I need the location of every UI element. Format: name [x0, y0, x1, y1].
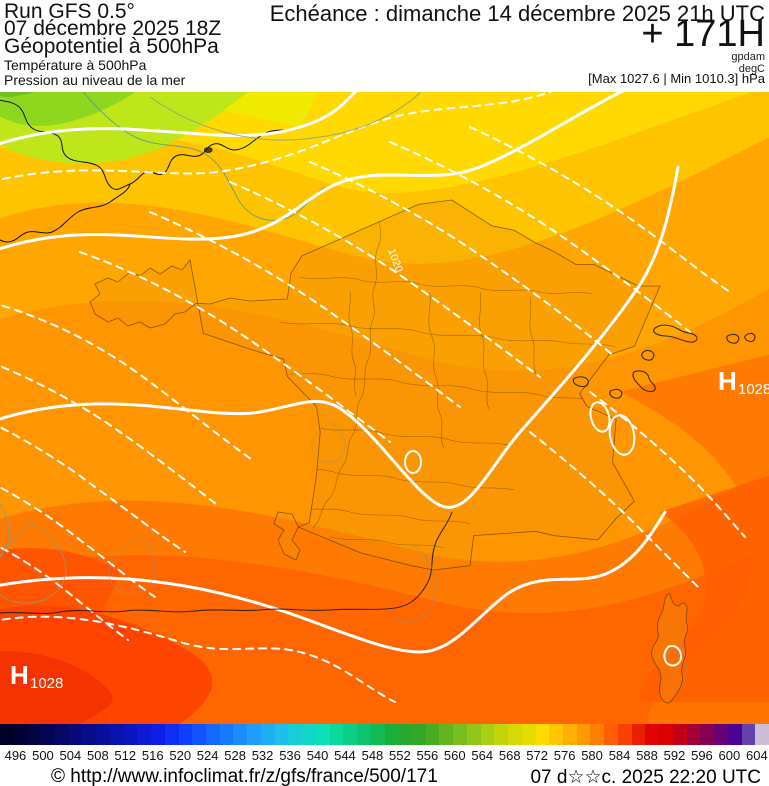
svg-text:1028: 1028	[738, 381, 769, 398]
svg-text:H: H	[10, 660, 29, 690]
svg-text:1028: 1028	[30, 675, 63, 692]
svg-text:H: H	[718, 366, 737, 396]
